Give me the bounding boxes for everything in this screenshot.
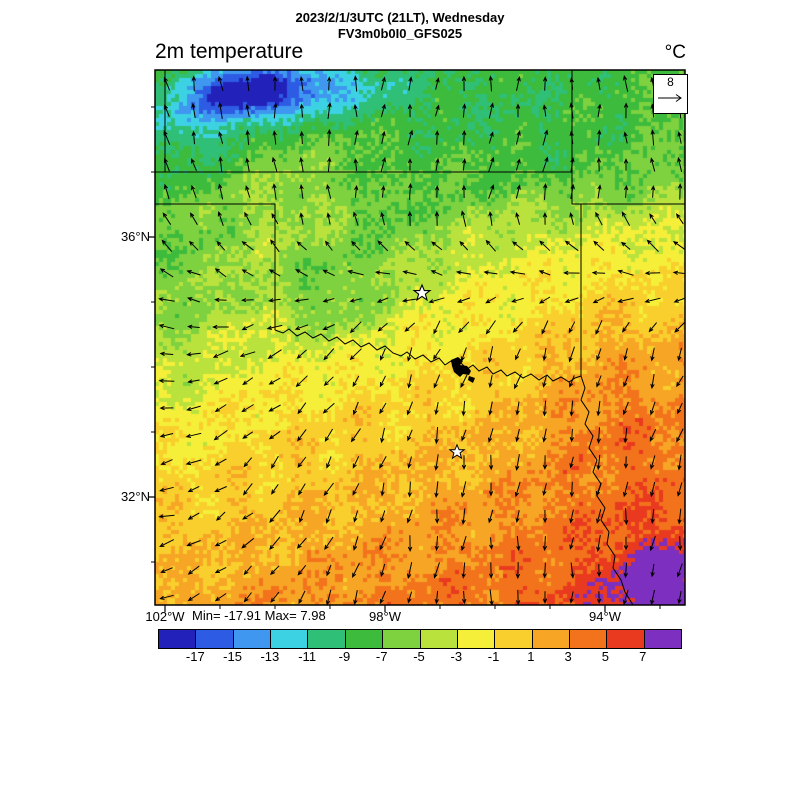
- colorbar: [158, 629, 682, 649]
- colorbar-tick-label: -7: [375, 649, 388, 664]
- temperature-field-canvas: [155, 70, 685, 605]
- colorbar-segment: [345, 630, 384, 648]
- colorbar-tick-label: -17: [185, 649, 205, 664]
- colorbar-tick-label: 3: [564, 649, 572, 664]
- colorbar-segment: [233, 630, 272, 648]
- colorbar-segment: [271, 630, 309, 648]
- map-frame-rect: [154, 69, 686, 606]
- colorbar-segment: [308, 630, 346, 648]
- lon-label-94w: 94°W: [589, 609, 621, 624]
- colorbar-tick-label: 5: [601, 649, 610, 664]
- units-label: °C: [664, 42, 686, 63]
- wind-arrows: [158, 75, 685, 605]
- wind-reference-arrow-icon: [658, 94, 682, 102]
- colorbar-segment: [159, 630, 197, 648]
- colorbar-segment: [457, 630, 496, 648]
- red-river-border: [274, 328, 582, 383]
- colorbar-tick-label: -5: [413, 649, 425, 664]
- min-max-stats: Min= -17.91 Max= 7.98: [192, 608, 326, 623]
- colorbar-segment: [607, 630, 645, 648]
- colorbar-tick-label: -1: [487, 649, 500, 664]
- map-overlay: [155, 70, 685, 605]
- colorbar-segment: [495, 630, 533, 648]
- valid-time-title: 2023/2/1/3UTC (21LT), Wednesday: [295, 10, 505, 25]
- colorbar-tick-label: -11: [298, 649, 317, 664]
- colorbar-tick-label: 7: [639, 649, 647, 664]
- lat-label-32n: 32°N: [120, 489, 150, 504]
- border-oklahoma-panhandle: [155, 203, 276, 330]
- city-star-marker-1: [412, 283, 432, 302]
- map-frame: [148, 69, 686, 612]
- colorbar-tick-label: 1: [527, 649, 535, 664]
- colorbar-segment: [569, 630, 608, 648]
- lake-texoma: [451, 357, 475, 383]
- city-star-marker-2: [448, 443, 466, 460]
- colorbar-segment: [383, 630, 421, 648]
- variable-title: 2m temperature: [155, 40, 304, 63]
- colorbar-tick-label: -3: [450, 649, 463, 664]
- colorbar-segment: [420, 630, 458, 648]
- wind-reference-value: 8: [667, 75, 674, 89]
- colorbar-ticks: -17 -15 -13 -11 -9 -7 -5 -3 -1 1 3 5 7: [158, 649, 680, 665]
- colorbar-tick-label: -15: [223, 649, 242, 664]
- wind-vector-layer: [158, 75, 685, 605]
- colorbar-segment: [532, 630, 570, 648]
- colorbar-tick-label: -13: [260, 649, 280, 664]
- axis-minor-ticks: [151, 106, 661, 609]
- axis-major-ticks: [148, 236, 606, 612]
- colorbar-segment: [196, 630, 234, 648]
- lat-label-36n: 36°N: [120, 229, 150, 244]
- lon-label-98w: 98°W: [369, 609, 401, 624]
- lon-label-102w: 102°W: [145, 609, 185, 624]
- colorbar-tick-label: -9: [338, 649, 351, 664]
- wind-reference-box: 8: [653, 74, 688, 114]
- model-run-title: FV3m0b0I0_GFS025: [337, 26, 463, 41]
- colorbar-segment: [644, 630, 682, 648]
